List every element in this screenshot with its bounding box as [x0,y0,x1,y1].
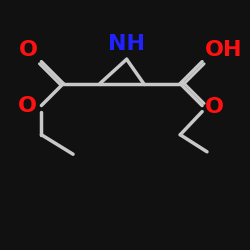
Text: O: O [19,40,38,60]
Text: O: O [18,96,37,116]
Text: NH: NH [108,34,145,54]
Text: OH: OH [205,40,242,60]
Text: O: O [204,97,224,117]
